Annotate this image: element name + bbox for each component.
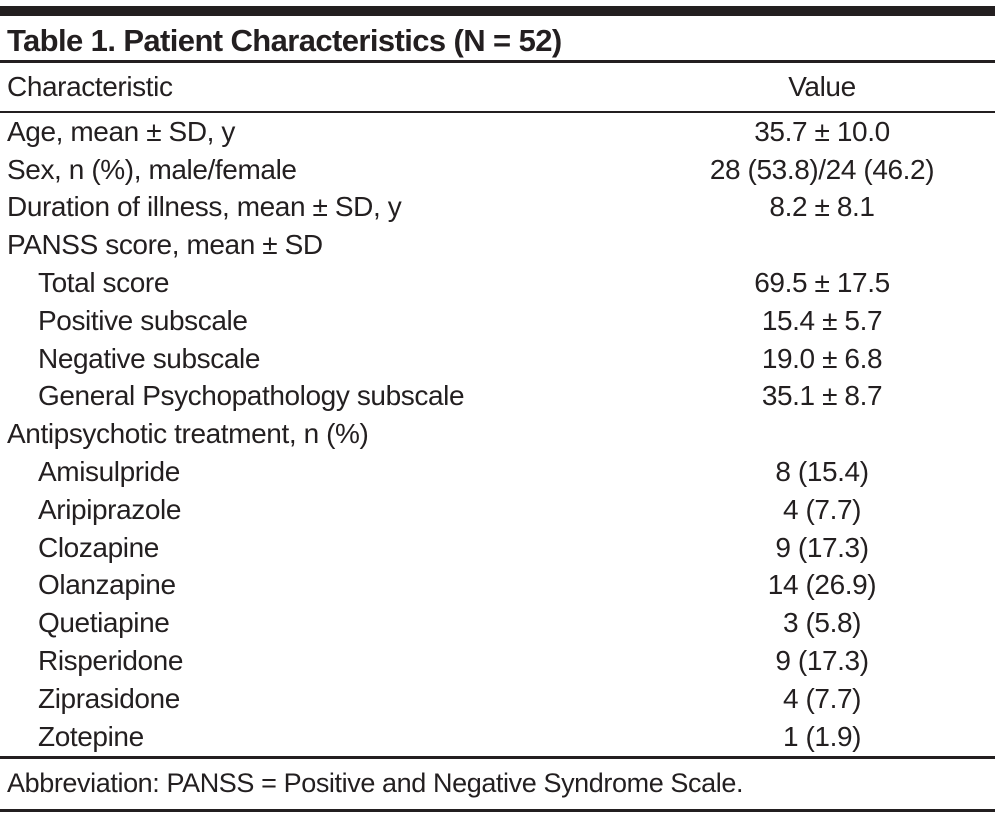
row-value: 8.2 ± 8.1 <box>769 191 875 223</box>
rule-bottom <box>0 808 995 812</box>
table-row: Quetiapine 3 (5.8) <box>0 604 995 642</box>
row-label: Quetiapine <box>38 607 170 639</box>
row-label: Antipsychotic treatment, n (%) <box>7 418 369 450</box>
row-value: 4 (7.7) <box>782 493 862 525</box>
row-value: 3 (5.8) <box>782 607 862 639</box>
row-label: Sex, n (%), male/female <box>7 153 297 185</box>
table-row: Total score 69.5 ± 17.5 <box>0 264 995 302</box>
row-value: 69.5 ± 17.5 <box>754 267 890 299</box>
table-row: Zotepine 1 (1.9) <box>0 718 995 756</box>
row-label: Total score <box>38 267 169 299</box>
footnote-row: Abbreviation: PANSS = Positive and Negat… <box>0 759 995 809</box>
row-label: Amisulpride <box>38 456 180 488</box>
column-header-value: Value <box>788 71 856 102</box>
row-label: Aripiprazole <box>38 493 182 525</box>
row-label: Clozapine <box>38 531 159 563</box>
row-value: 4 (7.7) <box>782 682 862 714</box>
table-row: Olanzapine 14 (26.9) <box>0 567 995 605</box>
table-row: Duration of illness, mean ± SD, y 8.2 ± 8… <box>0 189 995 227</box>
patient-characteristics-table: Table 1. Patient Characteristics (N = 52… <box>0 6 995 812</box>
row-label: Positive subscale <box>38 304 248 336</box>
table-row: Negative subscale 19.0 ± 6.8 <box>0 340 995 378</box>
rule-below-header <box>0 111 995 113</box>
table-top-bar <box>0 6 995 16</box>
row-value: 1 (1.9) <box>782 720 862 752</box>
row-value: 8 (15.4) <box>775 456 869 488</box>
table-row: Aripiprazole 4 (7.7) <box>0 491 995 529</box>
row-label: General Psychopathology subscale <box>38 380 465 412</box>
row-label: Age, mean ± SD, y <box>7 115 236 147</box>
row-value: 9 (17.3) <box>775 645 869 677</box>
row-value: 28 (53.8)/24 (46.2) <box>709 153 935 185</box>
table-row: Risperidone 9 (17.3) <box>0 642 995 680</box>
row-label: Risperidone <box>38 645 184 677</box>
table-title: Table 1. Patient Characteristics (N = 52… <box>7 23 562 58</box>
row-label: Olanzapine <box>38 569 176 601</box>
row-label: Ziprasidone <box>38 682 180 714</box>
table-row: Positive subscale 15.4 ± 5.7 <box>0 302 995 340</box>
table-row: Age, mean ± SD, y 35.7 ± 10.0 <box>0 113 995 151</box>
table-row: General Psychopathology subscale 35.1 ± 8… <box>0 378 995 416</box>
row-label: Zotepine <box>38 720 144 752</box>
rule-above-footnote <box>0 755 995 759</box>
row-label: Duration of illness, mean ± SD, y <box>7 191 402 223</box>
table-row: Clozapine 9 (17.3) <box>0 529 995 567</box>
row-label: PANSS score, mean ± SD <box>7 229 323 261</box>
footnote-text: Abbreviation: PANSS = Positive and Negat… <box>7 768 744 799</box>
row-value: 19.0 ± 6.8 <box>761 342 883 374</box>
row-value: 15.4 ± 5.7 <box>761 304 883 336</box>
column-header-characteristic: Characteristic <box>7 71 173 102</box>
table-row: Antipsychotic treatment, n (%) <box>0 415 995 453</box>
rule-below-title <box>0 60 995 63</box>
table-row: PANSS score, mean ± SD <box>0 226 995 264</box>
row-value: 14 (26.9) <box>767 569 877 601</box>
row-value: 35.7 ± 10.0 <box>754 115 890 147</box>
table-header-row: Characteristic Value <box>0 63 995 111</box>
table-row: Sex, n (%), male/female 28 (53.8)/24 (46.… <box>0 151 995 189</box>
table-body: Age, mean ± SD, y 35.7 ± 10.0 Sex, n (%), … <box>0 113 995 756</box>
row-value: 9 (17.3) <box>775 531 869 563</box>
row-label: Negative subscale <box>38 342 260 374</box>
table-row: Amisulpride 8 (15.4) <box>0 453 995 491</box>
row-value: 35.1 ± 8.7 <box>761 380 883 412</box>
table-row: Ziprasidone 4 (7.7) <box>0 680 995 718</box>
